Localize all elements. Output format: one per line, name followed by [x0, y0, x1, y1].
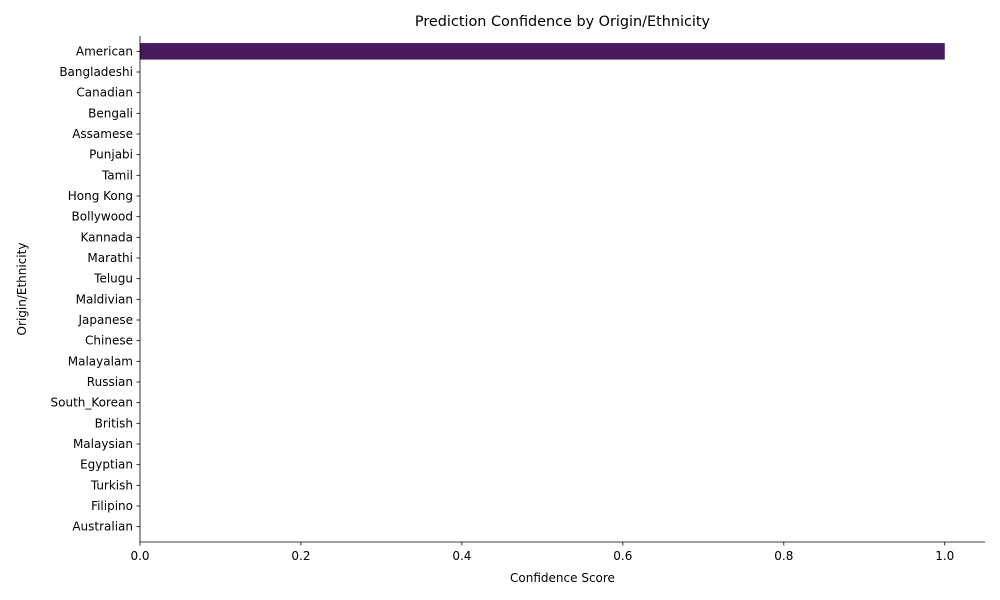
y-tick-label: Kannada: [80, 230, 133, 244]
y-tick-label: Marathi: [87, 251, 133, 265]
y-tick-label: Hong Kong: [68, 189, 133, 203]
x-axis-label: Confidence Score: [510, 571, 615, 585]
y-axis-label: Origin/Ethnicity: [15, 243, 29, 336]
y-tick-label: American: [76, 44, 133, 58]
x-tick-label: 0.4: [452, 549, 471, 563]
y-tick-label: Malaysian: [73, 437, 133, 451]
y-tick-label: Assamese: [72, 127, 133, 141]
y-tick-label: Bangladeshi: [59, 65, 133, 79]
y-tick-label: Australian: [72, 520, 133, 534]
y-tick-label: Chinese: [85, 334, 133, 348]
y-tick-label: South_Korean: [51, 396, 134, 410]
y-tick-label: Filipino: [91, 499, 133, 513]
y-tick-label: Malayalam: [68, 354, 133, 368]
x-tick-label: 0.8: [774, 549, 793, 563]
y-tick-label: Punjabi: [89, 148, 133, 162]
y-tick-label: Bengali: [88, 106, 133, 120]
chart-title: Prediction Confidence by Origin/Ethnicit…: [415, 14, 711, 30]
x-tick-label: 1.0: [935, 549, 954, 563]
y-tick-label: British: [95, 416, 133, 430]
x-tick-label: 0.6: [613, 549, 632, 563]
x-tick-label: 0.2: [291, 549, 310, 563]
y-tick-label: Russian: [87, 375, 133, 389]
y-tick-label: Telugu: [93, 272, 133, 286]
y-tick-label: Bollywood: [72, 210, 133, 224]
x-tick-label: 0.0: [130, 549, 149, 563]
y-ticks-group: American Bangladeshi Canadian Bengali Assame…: [51, 44, 140, 534]
y-tick-label: Egyptian: [80, 458, 133, 472]
y-tick-label: Japanese: [78, 313, 134, 327]
y-tick-label: Canadian: [76, 86, 133, 100]
y-tick-label: Maldivian: [76, 292, 133, 306]
y-tick-label: Turkish: [90, 478, 133, 492]
bars-group: [140, 43, 945, 60]
x-ticks-group: 0.0 0.2 0.4 0.6 0.8 1.0: [130, 542, 954, 563]
plot-frame: [140, 36, 985, 542]
y-tick-label: Tamil: [101, 168, 133, 182]
bar: [140, 43, 945, 60]
